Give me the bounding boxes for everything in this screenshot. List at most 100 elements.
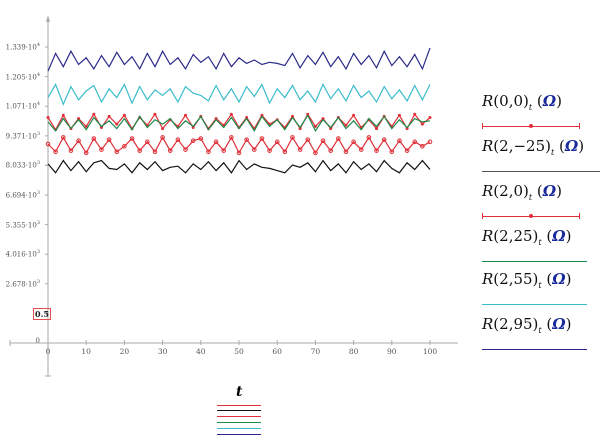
data-point <box>366 135 372 140</box>
data-point <box>61 113 65 117</box>
y-tick-label: 1.205·104 <box>5 71 40 81</box>
data-point <box>167 148 173 153</box>
data-point <box>175 137 181 142</box>
x-tick-label: 10 <box>81 347 91 356</box>
legend-label: R(2,95)t (Ω) <box>482 315 572 335</box>
data-point <box>298 127 302 131</box>
x-axis-variable[interactable]: t <box>236 384 243 400</box>
data-point <box>336 136 341 141</box>
data-point <box>374 148 379 153</box>
data-point <box>282 149 288 155</box>
legend-item[interactable]: R(2,0)t (Ω) <box>482 182 600 219</box>
data-point <box>428 116 432 120</box>
legend-item[interactable]: R(2,25)t (Ω) <box>482 227 600 262</box>
data-point <box>297 147 303 152</box>
data-point <box>229 135 234 140</box>
data-point <box>290 114 294 118</box>
legend-label: R(2,−25)t (Ω) <box>482 137 585 157</box>
series-line[interactable] <box>47 136 431 155</box>
data-point <box>84 124 88 128</box>
data-point <box>91 136 97 141</box>
x-tick-label: 90 <box>387 347 397 356</box>
trace-swatch[interactable] <box>217 434 261 435</box>
legend-item[interactable]: R(2,−25)t (Ω) <box>482 137 600 172</box>
data-point <box>45 141 51 147</box>
legend-label: R(0,0)t (Ω) <box>482 92 562 112</box>
legend-marker-icon <box>529 214 533 218</box>
data-point <box>92 112 96 116</box>
y-tick-label: 4.016·103 <box>5 249 40 259</box>
data-point <box>191 125 195 129</box>
legend-item[interactable]: R(2,95)t (Ω) <box>482 315 600 350</box>
data-point <box>412 139 418 145</box>
data-point <box>313 150 318 156</box>
data-point <box>145 139 150 145</box>
trace-swatch[interactable] <box>217 422 261 423</box>
legend-swatch <box>482 261 587 262</box>
data-point <box>122 143 127 149</box>
y-tick-label: 2.678·103 <box>5 278 40 289</box>
legend-item[interactable]: R(0,0)t (Ω) <box>482 92 600 129</box>
x-tick-label: 0 <box>45 347 51 356</box>
data-point <box>305 137 311 142</box>
data-point <box>358 147 364 152</box>
data-point <box>76 138 81 144</box>
data-point <box>344 123 348 127</box>
data-point <box>137 148 142 153</box>
data-point <box>313 124 317 128</box>
data-point <box>245 116 249 120</box>
legend-marker-icon <box>529 124 533 128</box>
data-point <box>389 149 395 155</box>
trace-swatch[interactable] <box>217 428 261 429</box>
data-point <box>214 117 218 121</box>
data-point <box>99 147 104 152</box>
data-point <box>236 150 242 156</box>
data-point <box>68 148 74 153</box>
data-point <box>420 143 425 149</box>
data-point <box>190 138 196 144</box>
x-tick-label: 70 <box>310 347 321 356</box>
data-point <box>213 139 219 145</box>
series-line[interactable] <box>47 47 431 72</box>
data-point <box>244 137 249 142</box>
trace-swatch[interactable] <box>217 405 261 406</box>
data-point <box>83 150 89 156</box>
data-point <box>321 117 325 121</box>
legend-item[interactable]: R(2,55)t (Ω) <box>482 270 600 305</box>
data-point <box>352 113 356 117</box>
data-point <box>343 149 349 155</box>
data-point <box>198 136 204 141</box>
series-line[interactable] <box>47 159 431 174</box>
trace-swatch[interactable] <box>217 416 261 417</box>
x-tick-label: 60 <box>272 347 282 356</box>
y-tick-label: 5.355·103 <box>5 219 40 229</box>
legend-swatch <box>482 349 587 350</box>
y-marker-label[interactable]: 0.5 <box>33 308 51 320</box>
x-tick-label: 100 <box>422 347 438 356</box>
data-point <box>290 135 295 140</box>
data-point <box>328 148 333 153</box>
trace-swatch[interactable] <box>217 410 261 411</box>
series-line[interactable] <box>47 83 431 106</box>
data-point <box>413 112 417 116</box>
data-point <box>160 135 165 140</box>
data-point <box>381 137 387 142</box>
x-tick-label: 50 <box>234 347 244 356</box>
y-axis-arrow-icon <box>46 15 50 22</box>
data-point <box>60 135 66 140</box>
data-point <box>427 139 433 145</box>
data-point <box>122 113 126 117</box>
y-tick-label: 0 <box>35 337 40 345</box>
y-tick-label: 8.033·103 <box>5 160 40 170</box>
data-point <box>77 117 81 121</box>
series-line[interactable] <box>47 114 431 132</box>
data-point <box>251 147 257 152</box>
y-tick-label: 1.071·104 <box>5 101 40 111</box>
y-tick-label: 6.694·103 <box>5 190 40 200</box>
data-point <box>221 148 227 153</box>
y-tick-label: 1.339·104 <box>5 42 40 52</box>
data-point <box>229 112 233 116</box>
data-point <box>161 127 165 131</box>
data-point <box>404 148 410 153</box>
